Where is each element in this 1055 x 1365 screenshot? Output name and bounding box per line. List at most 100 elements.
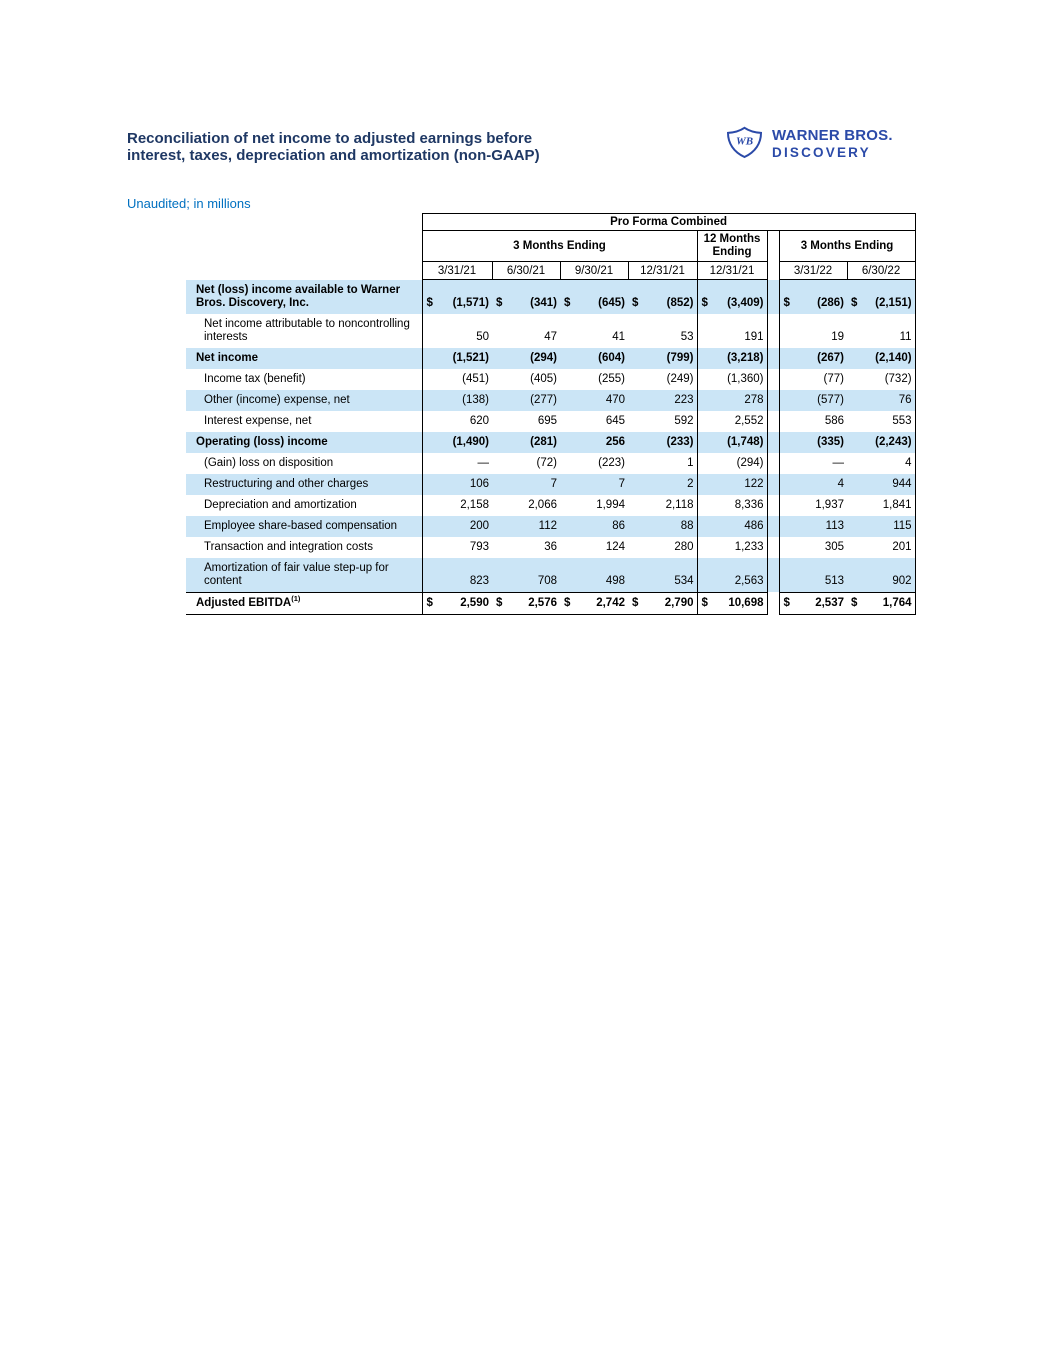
cell-value: 586 — [778, 410, 847, 432]
cell-value: 1,233 — [696, 536, 768, 558]
table-row: (Gain) loss on disposition — (72) (223) 1 (29… — [186, 452, 916, 474]
row-label: Net income — [186, 347, 422, 369]
cell-value: $ (1,571) — [421, 279, 492, 314]
table-row: Income tax (benefit) (451) (405) (255) (249)… — [186, 368, 916, 390]
cell-value: 1 — [687, 456, 694, 469]
cell-value: (249) — [666, 372, 694, 385]
cell-value: 793 — [421, 536, 492, 558]
cell-value: $ (852) — [628, 279, 697, 314]
cell-value: 278 — [696, 389, 768, 411]
cell-value: (335) — [778, 431, 847, 453]
cell-value: 50 — [421, 313, 492, 348]
row-label: Amortization of fair value step-up for c… — [186, 557, 422, 592]
row-label: Other (income) expense, net — [186, 389, 422, 411]
cell-value: (223) — [598, 456, 625, 469]
cell-value: 76 — [847, 389, 916, 411]
date-header: 6/30/22 — [846, 261, 916, 280]
dollar-sign: $ — [564, 296, 571, 309]
cell-value: (732) — [847, 368, 916, 390]
cell-value: (267) — [778, 347, 847, 369]
cell-value: 41 — [612, 330, 625, 343]
cell-value: $ (645) — [560, 279, 628, 314]
cell-value: $1,764 — [847, 591, 916, 615]
dollar-sign: $ — [496, 596, 503, 609]
column-gap — [767, 262, 779, 280]
column-gap — [767, 231, 779, 262]
cell-value: (277) — [492, 389, 560, 411]
cell-value: (72) — [536, 456, 557, 469]
cell-value: 2,158 — [421, 494, 492, 516]
cell-value: 191 — [696, 313, 768, 348]
cell-value: (1,748) — [696, 431, 768, 453]
cell-value: 7 — [560, 473, 628, 495]
cell-value: 112 — [492, 515, 560, 537]
cell-value: 19 — [778, 313, 847, 348]
column-gap — [767, 557, 779, 592]
cell-value: 1,937 — [778, 494, 847, 516]
logo-wordmark: WARNER BROS. DISCOVERY — [772, 126, 893, 160]
column-gap — [767, 411, 779, 432]
row-label: Restructuring and other charges — [186, 473, 422, 495]
cell-value: (604) — [560, 347, 628, 369]
cell-value: — — [778, 452, 847, 474]
cell-value: 2,552 — [696, 410, 768, 432]
cell-value: 498 — [560, 557, 628, 592]
cell-value: 823 — [421, 557, 492, 592]
cell-value: — — [421, 452, 492, 474]
cell-value: 305 — [778, 536, 847, 558]
reconciliation-table-wrap: Pro Forma Combined 3 Months Ending 12 Mo… — [186, 213, 916, 615]
cell-value: 36 — [544, 540, 557, 553]
cell-value: $10,698 — [696, 591, 768, 615]
cell-value: 11 — [847, 313, 916, 348]
cell-value: (255) — [598, 372, 625, 385]
dollar-sign: $ — [632, 596, 639, 609]
cell-value: 695 — [537, 414, 557, 427]
cell-value: (3,218) — [696, 347, 768, 369]
cell-value: $ (3,409) — [696, 279, 768, 314]
cell-value: $ (286) — [778, 279, 847, 314]
column-gap — [767, 431, 779, 453]
table-row: Interest expense, net 620 695 645 592 2,552 58… — [186, 410, 916, 432]
table-row: Net (loss) income available to Warner Br… — [186, 279, 916, 314]
row-label: Transaction and integration costs — [204, 540, 373, 553]
dollar-sign: $ — [426, 296, 433, 309]
cell-value: 620 — [421, 410, 492, 432]
label-spacer — [186, 214, 422, 231]
dollar-sign: $ — [783, 296, 790, 309]
cell-value: 534 — [628, 557, 697, 592]
table-row: Amortization of fair value step-up for c… — [186, 557, 916, 592]
page-subtitle: Unaudited; in millions — [127, 196, 251, 211]
date-header: 3/31/21 — [421, 261, 493, 280]
cell-value: $2,590 — [421, 591, 492, 615]
group-header-row: Pro Forma Combined — [186, 213, 916, 231]
cell-value: (2,140) — [847, 347, 916, 369]
cell-value: 553 — [847, 410, 916, 432]
column-gap — [767, 314, 779, 348]
logo-name-line2: DISCOVERY — [772, 145, 871, 160]
cell-value: 88 — [628, 515, 697, 537]
cell-value: 944 — [847, 473, 916, 495]
page-title: Reconciliation of net income to adjusted… — [127, 130, 540, 164]
dollar-sign: $ — [783, 596, 790, 609]
cell-value: (233) — [628, 431, 697, 453]
cell-value: 2,066 — [528, 498, 557, 511]
cell-value: (294) — [492, 347, 560, 369]
cell-value: (1,490) — [421, 431, 492, 453]
dollar-sign: $ — [851, 596, 858, 609]
date-header-row: 3/31/21 6/30/21 9/30/21 12/31/21 12/31/2… — [186, 261, 916, 280]
span-header-row: 3 Months Ending 12 Months Ending 3 Month… — [186, 230, 916, 262]
cell-value: (577) — [778, 389, 847, 411]
cell-value: 256 — [560, 431, 628, 453]
table-row: Net income (1,521) (294) (604) (799) (3,218) (… — [186, 347, 916, 369]
row-label: Net (loss) income available to Warner Br… — [186, 279, 422, 314]
table-row: Transaction and integration costs 793 36 12… — [186, 536, 916, 558]
col-group-3m-2022: 3 Months Ending — [778, 230, 916, 262]
column-gap — [767, 279, 779, 314]
cell-value: 645 — [605, 414, 625, 427]
column-gap — [767, 495, 779, 516]
dollar-sign: $ — [564, 596, 571, 609]
cell-value: $2,790 — [628, 591, 697, 615]
dollar-sign: $ — [701, 296, 708, 309]
column-gap — [767, 369, 779, 390]
